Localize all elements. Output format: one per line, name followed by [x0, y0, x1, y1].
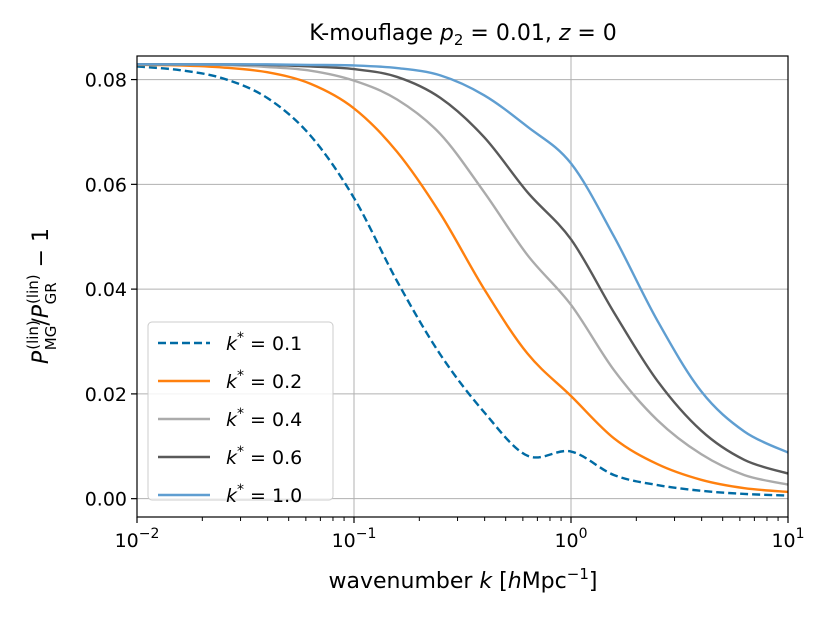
- chart-title: K-mouflage p2 = 0.01, z = 0: [309, 21, 617, 49]
- legend-label: k* = 0.1: [226, 330, 302, 355]
- y-axis-label: P(lin)MG/P(lin)GR − 1: [24, 228, 60, 364]
- y-tick-label: 0.02: [85, 384, 127, 406]
- y-tick-label: 0.06: [85, 174, 127, 196]
- x-tick-label: 10−2: [115, 526, 160, 552]
- series-line-k-star-0-1: [137, 65, 788, 497]
- x-tick-label: 100: [554, 526, 587, 552]
- legend-label: k* = 0.2: [226, 368, 302, 393]
- legend-label: k* = 0.6: [226, 444, 302, 469]
- series-line-k-star-1-0: [137, 63, 788, 454]
- y-tick-label: 0.00: [85, 489, 127, 511]
- legend-label: k* = 1.0: [226, 482, 302, 507]
- x-tick-label: 10−1: [332, 526, 377, 552]
- axes-frame: [136, 55, 789, 518]
- legend-box: [147, 321, 334, 501]
- legend-label: k* = 0.4: [226, 406, 302, 431]
- series-line-k-star-0-2: [137, 63, 788, 494]
- y-tick-label: 0.08: [85, 70, 127, 92]
- plot-area: 10−2 10−1 100 101 0.00 0.02 0.04 0.06 0.08 k* = 0…: [85, 55, 805, 552]
- y-tick-label: 0.04: [85, 279, 127, 301]
- legend: k* = 0.1 k* = 0.2 k* = 0.4 k* = 0.6 k* = 1.0: [147, 321, 334, 507]
- x-axis-label: wavenumber k [hMpc−1]: [329, 565, 598, 594]
- series-line-k-star-0-4: [137, 63, 788, 486]
- x-tick-label: 101: [771, 526, 804, 552]
